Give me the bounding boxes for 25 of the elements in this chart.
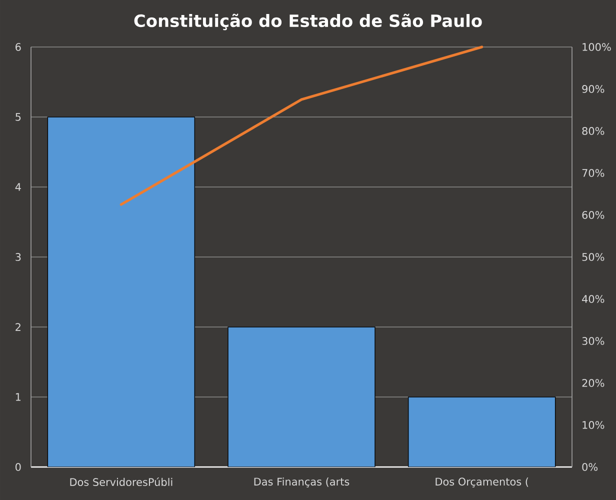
y-tick-label: 0 [16, 463, 21, 471]
y-tick-label: 5 [16, 113, 21, 121]
bar [228, 326, 376, 467]
y2-tick-label: 50% [582, 253, 604, 261]
y2-tick-label: 0% [582, 463, 598, 471]
y-tick-label: 3 [16, 253, 21, 261]
bar [408, 396, 556, 467]
y2-tick-label: 100% [582, 43, 611, 51]
y2-tick-label: 30% [582, 337, 604, 345]
y2-tick-label: 10% [582, 421, 604, 429]
y2-tick-label: 70% [582, 169, 604, 177]
y-tick-label: 6 [16, 43, 21, 51]
y2-tick-label: 90% [582, 85, 604, 93]
y2-tick-label: 20% [582, 379, 604, 387]
chart-title: Constituição do Estado de São Paulo [134, 14, 482, 30]
y2-tick-label: 80% [582, 127, 604, 135]
y2-tick-label: 60% [582, 211, 604, 219]
x-tick-label: Dos ServidoresPúbli [70, 478, 172, 486]
y-tick-label: 2 [16, 323, 20, 331]
y2-tick-label: 40% [582, 295, 604, 303]
x-tick-label: Dos Orçamentos ( [436, 478, 528, 488]
bar [47, 116, 196, 467]
y-tick-label: 4 [15, 183, 21, 191]
y-tick-label: 1 [16, 393, 21, 401]
x-tick-label: Das Finanças (arts [254, 478, 350, 488]
